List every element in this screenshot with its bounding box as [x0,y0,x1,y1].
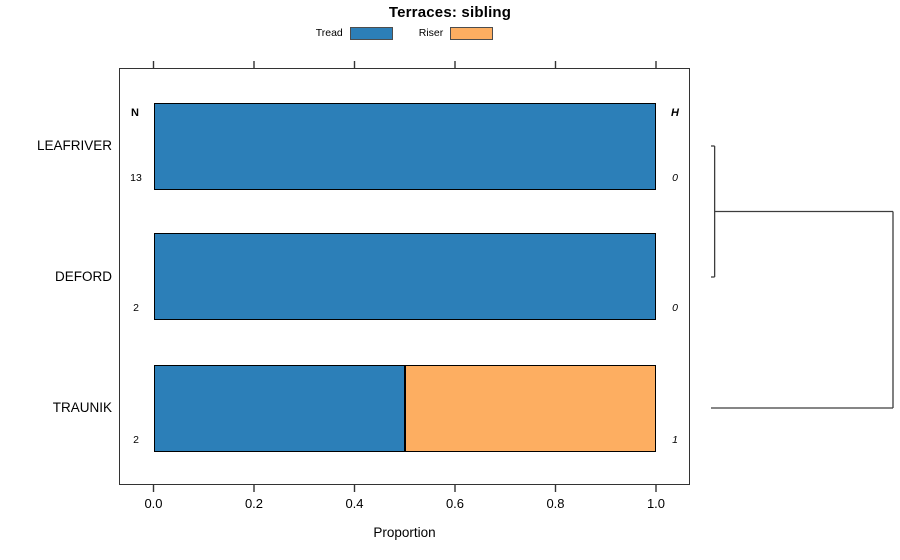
h-value: 0 [672,171,678,184]
row-label-deford: DEFORD [55,268,112,284]
n-value: 13 [130,171,142,184]
chart-title: Terraces: sibling [388,4,512,21]
legend-swatch-tread-icon [349,26,393,40]
row-label-traunik: TRAUNIK [52,400,112,415]
h-value: 1 [672,433,678,446]
x-tick-label: 0.8 [546,496,565,511]
legend-label-riser: Riser [418,27,444,39]
x-tick-label: 0.0 [144,496,163,511]
h-column-header: H [671,106,679,119]
x-tick-label: 0.2 [244,496,264,511]
h-value: 0 [672,302,678,314]
n-value: 2 [133,302,139,314]
legend-label-tread: Tread [315,27,343,39]
bar-row-leafriver [153,102,656,190]
legend-swatch-riser-icon [450,26,494,40]
x-tick-label: 0.6 [445,496,465,511]
bar-segment-tread [153,233,656,320]
row-label-leafriver: LEAFRIVER [36,138,112,153]
x-tick-label: 0.4 [345,496,364,511]
x-axis-title: Proportion [373,525,436,540]
bar-segment-riser [404,364,656,452]
legend: Tread Riser [119,25,690,41]
bar-segment-tread [153,364,405,452]
bar-row-traunik [153,364,656,452]
bar-row-deford [153,233,656,320]
legend-item-riser: Riser [418,26,494,40]
x-tick-label: 1.0 [646,496,666,511]
bar-segment-tread [153,102,656,190]
n-column-header: N [131,106,139,119]
n-value: 2 [133,433,139,446]
legend-item-tread: Tread [315,26,393,40]
